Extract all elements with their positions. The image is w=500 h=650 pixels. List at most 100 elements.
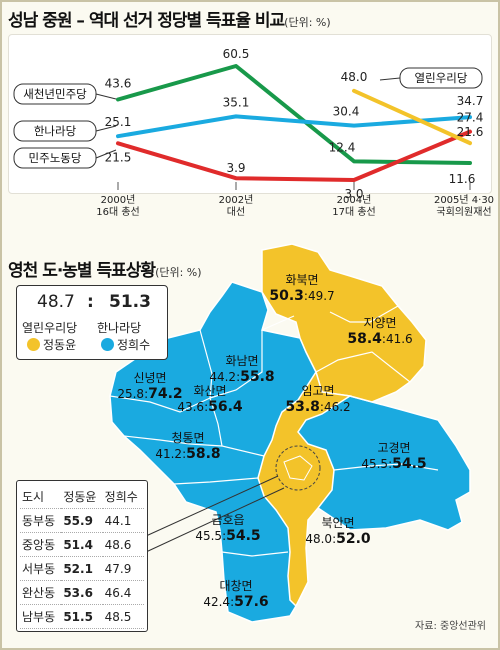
- table-row: 동부동 55.9 44.1: [20, 508, 144, 533]
- data-label: 27.4: [457, 111, 484, 125]
- table-cell: 47.9: [102, 556, 144, 581]
- region-name: 임고면: [301, 384, 335, 398]
- region-blue-value: 54.5: [392, 456, 427, 472]
- region-blue-value: 57.6: [234, 594, 269, 610]
- legend-label: 열린우리당: [415, 71, 468, 85]
- region-blue-value: 74.2: [148, 386, 183, 402]
- legend-leader: [95, 125, 117, 132]
- region-separator: :: [204, 400, 209, 414]
- data-label: 35.1: [223, 95, 250, 109]
- region-blue-value: 49.7: [307, 289, 335, 303]
- data-label: 34.7: [457, 94, 484, 108]
- table-cell: 48.5: [102, 604, 144, 629]
- table-header-cell: 정동윤: [61, 485, 103, 509]
- table-cell: 중앙동: [20, 532, 62, 557]
- party-blue: 한나라당: [97, 321, 142, 335]
- chart1-title: 성남 중원 – 역대 선거 정당별 득표율 비교(단위: %): [8, 11, 331, 31]
- x-tick-label: 2000년: [101, 194, 136, 206]
- region-yellow-value: 44.2: [209, 370, 237, 384]
- chart1-unit: (단위: %): [284, 16, 331, 29]
- region-values: 25.8:74.2: [100, 386, 200, 402]
- region-name: 대창면: [219, 579, 253, 593]
- region-values: 41.2:58.8: [138, 446, 238, 462]
- data-label: 21.5: [105, 150, 132, 164]
- legend-label: 새천년민주당: [23, 87, 87, 101]
- table-header-cell: 도시: [20, 485, 62, 509]
- score-separator: :: [87, 292, 94, 312]
- region-values: 42.4:57.6: [186, 594, 286, 610]
- table-cell: 55.9: [61, 508, 103, 533]
- region-values: 53.8:46.2: [268, 399, 368, 415]
- data-label: 12.4: [329, 140, 356, 154]
- legend-label: 민주노동당: [29, 151, 82, 165]
- map-region-label: 금호읍 45.5:54.5: [178, 512, 278, 544]
- candidate-score-box: 48.7 : 51.3 열린우리당 한나라당 정동윤 정희수: [16, 285, 168, 360]
- data-label: 21.6: [457, 125, 484, 139]
- map-region-label: 화북면 50.3:49.7: [252, 272, 352, 304]
- map-region-label: 북안면 48.0:52.0: [288, 515, 388, 547]
- region-blue-value: 55.8: [240, 369, 275, 385]
- legend-leader: [95, 149, 117, 159]
- map-region-label: 지양면 58.4:41.6: [330, 315, 430, 347]
- region-separator: :: [144, 387, 149, 401]
- x-tick-label: 17대 총선: [332, 206, 376, 218]
- city-results-table: 도시 정동윤 정희수 동부동 55.9 44.1 중앙동 51.4 48.6 서부동 52.1 47.…: [16, 480, 148, 632]
- table-row: 남부동 51.5 48.5: [20, 604, 144, 629]
- region-name: 청통면: [171, 431, 205, 445]
- region-separator: :: [236, 370, 241, 384]
- region-name: 북안면: [321, 516, 355, 530]
- table-row: 서부동 52.1 47.9: [20, 556, 144, 581]
- x-tick-label: 2002년: [219, 194, 254, 206]
- data-label: 25.1: [105, 115, 132, 129]
- score-yellow: 48.7: [37, 292, 75, 312]
- city-highlight-circle: [275, 445, 321, 491]
- table-cell: 완산동: [20, 580, 62, 605]
- region-blue-value: 54.5: [226, 528, 261, 544]
- region-separator: :: [381, 332, 386, 346]
- region-values: 58.4:41.6: [330, 331, 430, 347]
- region-blue-value: 58.8: [186, 446, 221, 462]
- x-tick-label: 16대 총선: [96, 206, 140, 218]
- region-yellow-value: 45.5: [361, 457, 389, 471]
- data-label: 3.9: [226, 161, 245, 175]
- region-yellow-value: 42.4: [203, 595, 231, 609]
- table-row: 완산동 53.6 46.4: [20, 580, 144, 605]
- region-name: 고경면: [377, 441, 411, 455]
- table-cell: 53.6: [61, 580, 103, 605]
- legend-label: 한나라당: [34, 124, 77, 138]
- data-label: 3.0: [344, 187, 363, 201]
- series-line: [116, 129, 472, 182]
- region-separator: :: [182, 447, 187, 461]
- x-tick-label: 대선: [227, 206, 245, 218]
- series-line: [116, 64, 472, 165]
- city-subborders: [283, 455, 313, 481]
- table-cell: 서부동: [20, 556, 62, 581]
- candidate-yellow: 정동윤: [27, 336, 76, 353]
- data-label: 60.5: [223, 47, 250, 61]
- region-blue-value: 46.2: [323, 400, 351, 414]
- region-values: 48.0:52.0: [288, 531, 388, 547]
- region-values: 45.5:54.5: [344, 456, 444, 472]
- party-yellow: 열린우리당: [22, 321, 78, 335]
- data-label: 30.4: [333, 105, 360, 119]
- region-yellow-value: 58.4: [347, 331, 382, 347]
- table-cell: 남부동: [20, 604, 62, 629]
- region-separator: :: [332, 532, 337, 546]
- data-label: 11.6: [449, 172, 476, 186]
- region-separator: :: [230, 595, 235, 609]
- map-region-label: 화남면 44.2:55.8: [192, 353, 292, 385]
- map-title: 영천 도·농별 득표상황(단위: %): [8, 261, 202, 281]
- region-blue-value: 56.4: [208, 399, 243, 415]
- region-separator: :: [388, 457, 393, 471]
- region-name: 지양면: [363, 316, 397, 330]
- table-cell: 51.5: [61, 604, 103, 629]
- table-row: 중앙동 51.4 48.6: [20, 532, 144, 557]
- table-cell: 44.1: [102, 508, 144, 533]
- x-tick-label: 2004년: [337, 194, 372, 206]
- table-cell: 52.1: [61, 556, 103, 581]
- city-connector-2: [145, 487, 285, 553]
- region-yellow-value: 41.2: [155, 447, 183, 461]
- region-borders: [109, 305, 439, 557]
